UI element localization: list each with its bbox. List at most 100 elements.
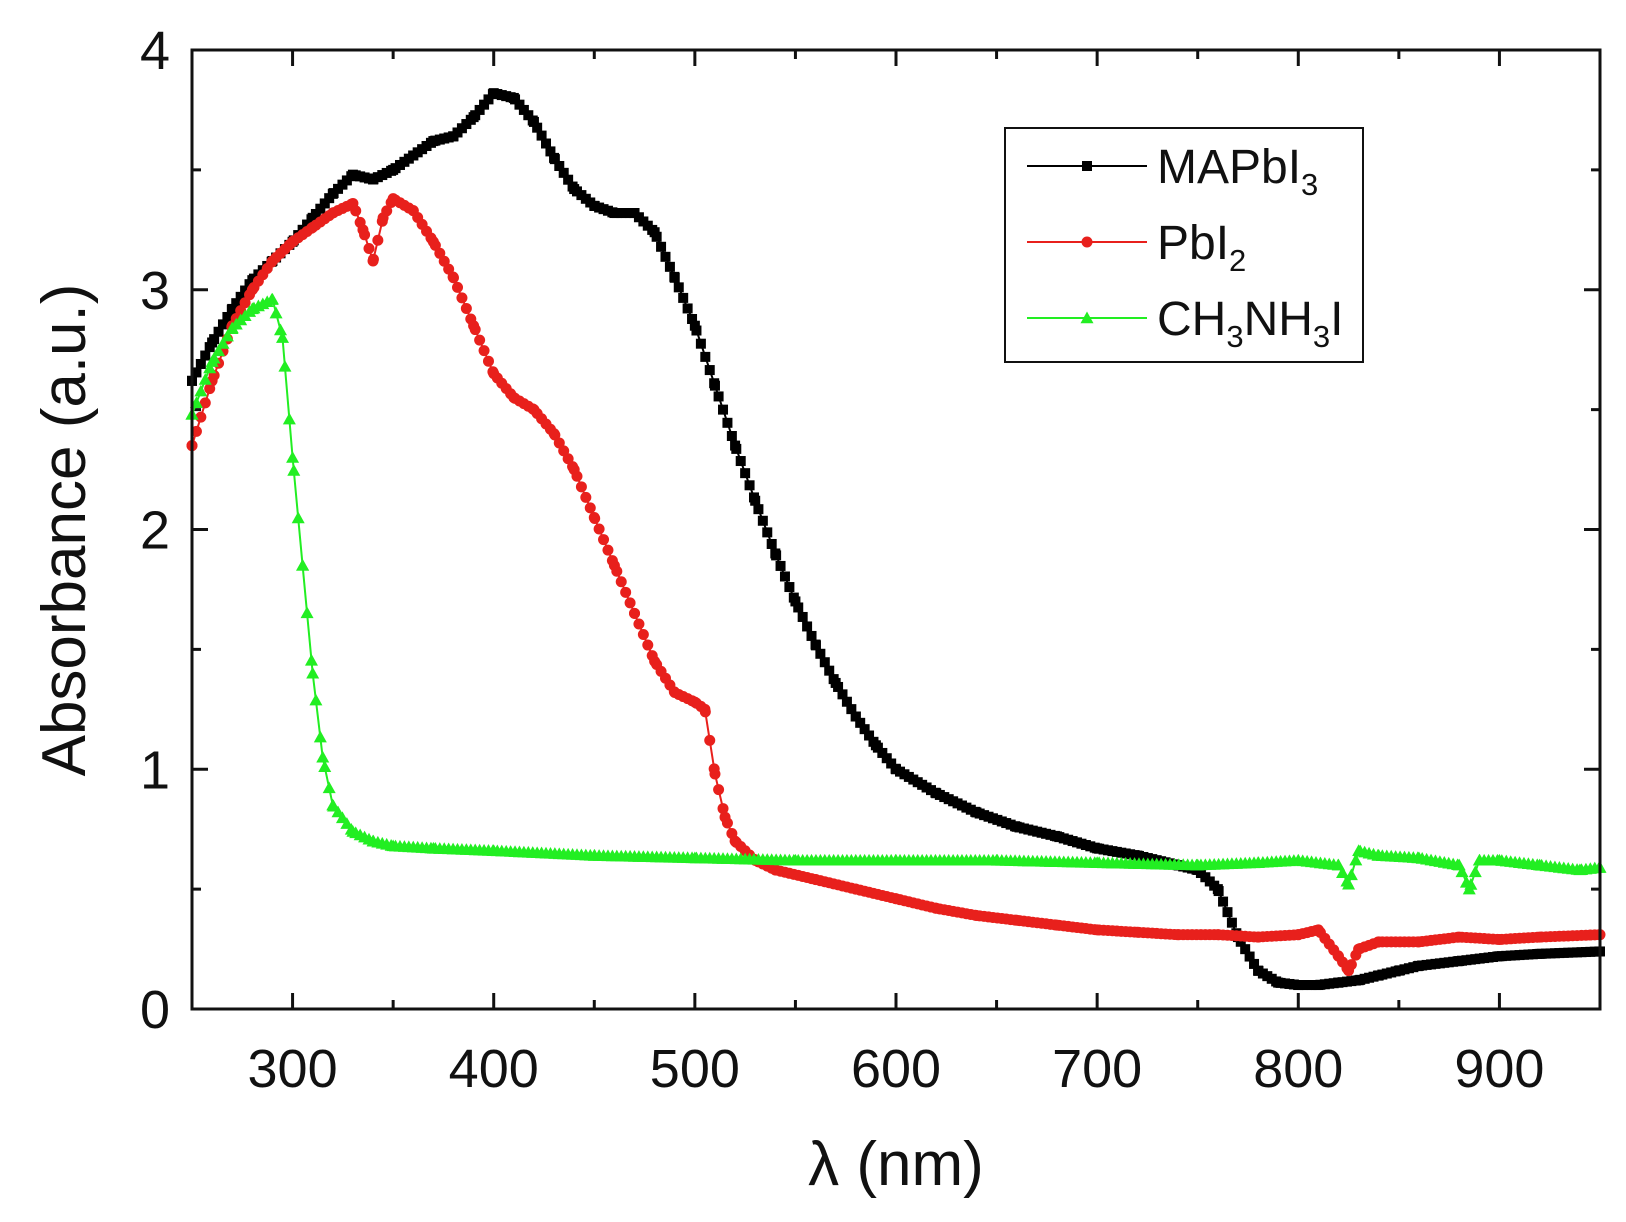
scan-marker: [824, 665, 835, 676]
scan-marker: [554, 160, 565, 171]
scan-marker: [195, 358, 206, 369]
scan-marker: [213, 326, 224, 337]
scan-marker: [545, 146, 556, 157]
scan-marker: [549, 154, 560, 165]
scan-marker: [744, 480, 755, 491]
x-tick-label: 300: [248, 1039, 338, 1099]
scan-marker: [695, 338, 706, 349]
scan-marker: [194, 384, 208, 397]
scan-marker: [203, 361, 217, 374]
x-tick-label: 500: [650, 1039, 740, 1099]
scan-marker: [757, 515, 768, 526]
scan-marker: [1222, 907, 1233, 918]
scan-marker: [726, 828, 738, 840]
scan-marker: [474, 334, 486, 346]
scan-marker: [541, 138, 552, 149]
scan-marker: [669, 271, 680, 282]
scan-marker: [700, 351, 711, 362]
scan-marker: [354, 216, 366, 228]
scan-marker: [722, 417, 733, 428]
scan-marker: [190, 425, 202, 437]
scan-marker: [300, 606, 314, 619]
y-tick-label: 1: [140, 740, 170, 800]
scan-marker: [363, 243, 375, 255]
legend-label: MAPbI3: [1157, 141, 1318, 202]
scan-marker: [1226, 917, 1237, 928]
scan-marker: [510, 94, 521, 105]
scan-marker: [718, 404, 729, 415]
scan-marker: [558, 167, 569, 178]
scan-marker: [647, 224, 658, 235]
x-tick-label: 400: [449, 1039, 539, 1099]
scan-marker: [479, 99, 490, 110]
scan-marker: [580, 491, 592, 503]
legend-marker: [1082, 161, 1092, 171]
scan-marker: [646, 650, 658, 662]
scan-marker: [868, 736, 879, 747]
scan-marker: [291, 511, 305, 524]
scan-marker: [269, 306, 283, 319]
legend-text-part: PbI: [1157, 217, 1229, 270]
scan-marker: [309, 693, 323, 706]
scan-marker: [282, 412, 296, 425]
data-point: [316, 750, 330, 763]
scan-marker: [762, 527, 773, 538]
scan-marker: [611, 565, 623, 577]
scan-marker: [598, 534, 610, 546]
scan-marker: [877, 747, 888, 758]
scan-marker: [815, 648, 826, 659]
scan-marker: [779, 571, 790, 582]
scan-marker: [1345, 959, 1357, 971]
scan-marker: [699, 706, 711, 718]
data-point: [286, 451, 300, 463]
scan-marker: [191, 367, 202, 378]
series-PbI2: [186, 193, 1606, 977]
legend-subscript: 3: [1313, 319, 1330, 354]
scan-marker: [204, 383, 216, 395]
legend-text-part: I: [1330, 293, 1343, 346]
scan-marker: [886, 758, 897, 769]
scan-marker: [470, 110, 481, 121]
scan-marker: [678, 292, 689, 303]
legend-subscript: 2: [1229, 243, 1246, 278]
scan-marker: [359, 229, 371, 241]
legend-label: PbI2: [1157, 217, 1246, 278]
y-tick-label: 4: [140, 21, 170, 81]
scan-marker: [447, 271, 459, 283]
scan-marker: [452, 281, 464, 293]
x-axis-label: λ (nm): [808, 1130, 984, 1199]
scan-marker: [1336, 866, 1350, 879]
scan-marker: [571, 470, 583, 482]
scan-marker: [296, 558, 310, 571]
scan-marker: [1349, 853, 1363, 866]
scan-marker: [274, 323, 288, 336]
scan-marker: [788, 592, 799, 603]
y-tick-label: 0: [140, 980, 170, 1040]
scan-marker: [637, 629, 649, 641]
scan-marker: [806, 630, 817, 641]
scan-marker: [717, 803, 729, 815]
scan-marker: [606, 555, 618, 567]
scan-marker: [1209, 880, 1220, 891]
scan-marker: [651, 231, 662, 242]
scan-marker: [318, 760, 332, 773]
scan-marker: [837, 689, 848, 700]
scan-marker: [204, 342, 215, 353]
x-tick-label: 800: [1253, 1039, 1343, 1099]
scan-marker: [713, 784, 725, 796]
scan-marker: [721, 817, 733, 829]
scan-marker: [753, 504, 764, 515]
scan-marker: [324, 193, 335, 204]
scan-marker: [1235, 936, 1246, 947]
legend-subscript: 3: [1226, 319, 1243, 354]
scan-marker: [209, 334, 220, 345]
scan-marker: [367, 253, 379, 265]
scan-marker: [855, 717, 866, 728]
scan-marker: [240, 285, 251, 296]
scan-marker: [819, 657, 830, 668]
scan-marker: [563, 174, 574, 185]
scan-marker: [518, 104, 529, 115]
scan-marker: [784, 582, 795, 593]
